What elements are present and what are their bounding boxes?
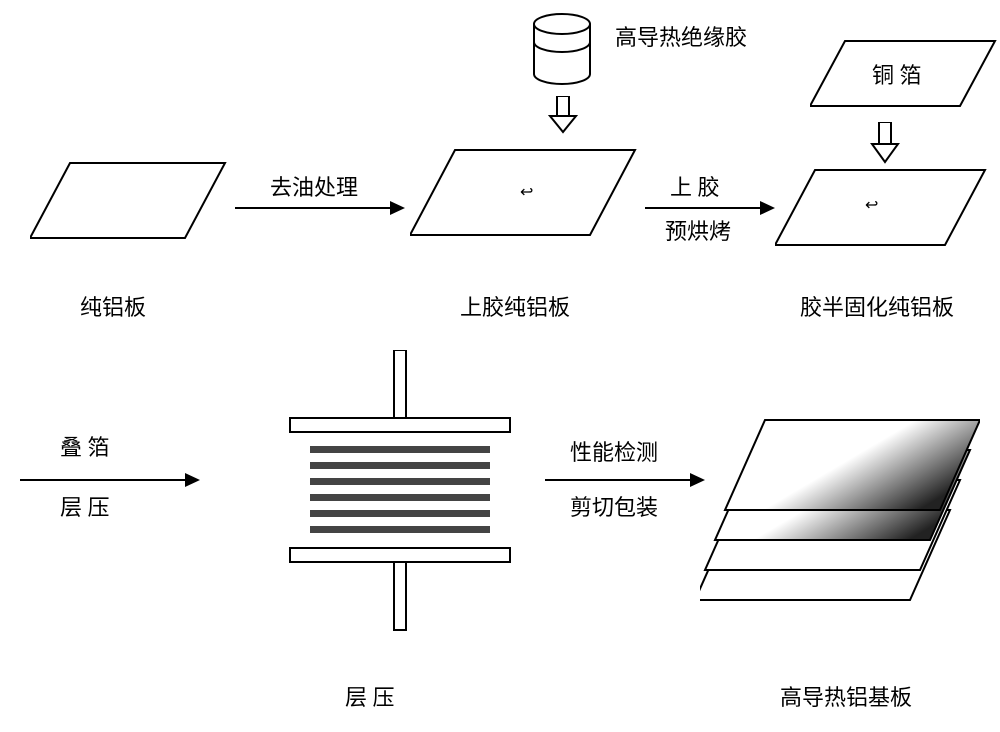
diagram-canvas: 高导热绝缘胶 铜 箔 去油处理 ↩ 上 胶 预烘烤 ↩ 纯铝板 上胶纯铝板: [0, 0, 1000, 732]
pure-al-plate: [30, 158, 230, 248]
caption-glued-al: 上胶纯铝板: [460, 290, 570, 322]
semi-cured-plate: [775, 165, 990, 255]
copper-foil-label: 铜 箔: [872, 58, 922, 90]
arrow-stack-layer: [20, 470, 200, 490]
arrow-prebake-label: 预烘烤: [665, 214, 731, 246]
caption-semi-cured: 胶半固化纯铝板: [800, 290, 954, 322]
arrow-degrease-label: 去油处理: [270, 170, 358, 202]
down-arrow-copper: [870, 122, 900, 164]
down-arrow-glue: [548, 96, 578, 134]
press-machine: [270, 350, 530, 650]
tick-mid: ↩: [520, 182, 533, 202]
arrow-layer-label: 层 压: [60, 490, 110, 522]
caption-pure-al: 纯铝板: [80, 290, 146, 322]
final-stack: [700, 395, 980, 605]
arrow-inspect-cut: [545, 470, 705, 490]
arrow-inspect-label: 性能检测: [570, 435, 658, 467]
glue-label: 高导热绝缘胶: [615, 20, 747, 52]
glue-cylinder: [530, 12, 594, 92]
arrow-stack-label: 叠 箔: [60, 430, 110, 462]
arrow-cut-label: 剪切包装: [570, 490, 658, 522]
caption-layer-press: 层 压: [345, 680, 395, 712]
tick-right: ↩: [865, 195, 878, 215]
caption-final: 高导热铝基板: [780, 680, 912, 712]
arrow-glue-label: 上 胶: [670, 170, 720, 202]
